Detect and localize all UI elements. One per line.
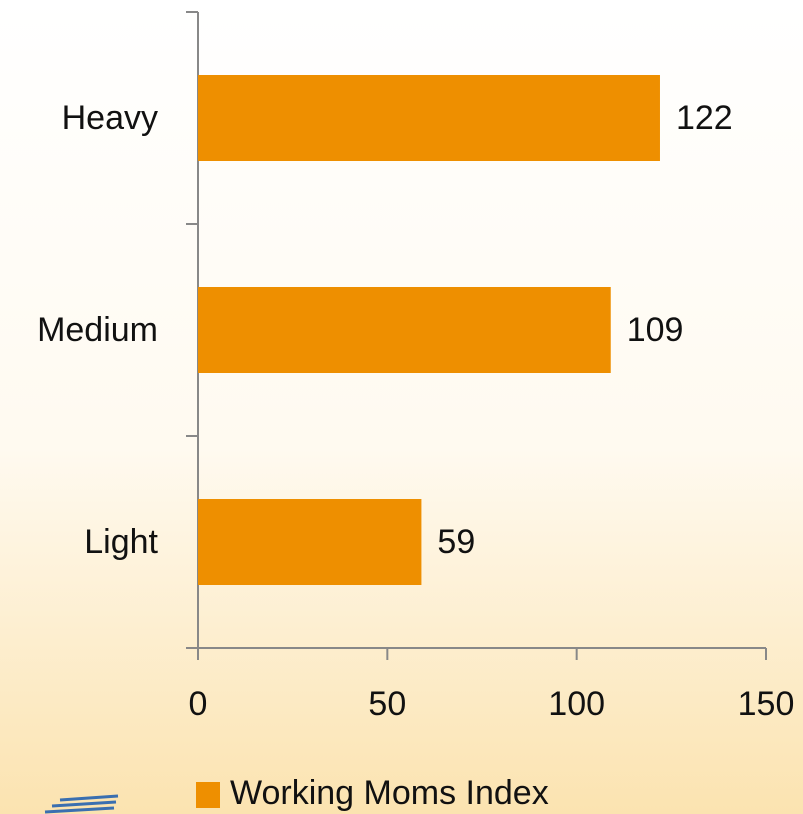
x-tick-label: 50 (368, 685, 406, 723)
x-tick-label: 150 (738, 685, 795, 723)
value-label: 122 (676, 99, 733, 137)
y-tick-label: Light (84, 523, 158, 561)
logo (44, 794, 119, 814)
x-tick-label: 0 (189, 685, 208, 723)
value-label: 59 (437, 523, 475, 561)
bar (198, 287, 611, 373)
legend-swatch (196, 782, 220, 808)
y-tick-label: Heavy (62, 99, 158, 137)
legend-label: Working Moms Index (230, 774, 549, 812)
x-tick-label: 100 (548, 685, 605, 723)
bar (198, 499, 422, 585)
y-tick-label: Medium (37, 311, 158, 349)
bar (198, 75, 660, 161)
value-label: 109 (627, 311, 684, 349)
